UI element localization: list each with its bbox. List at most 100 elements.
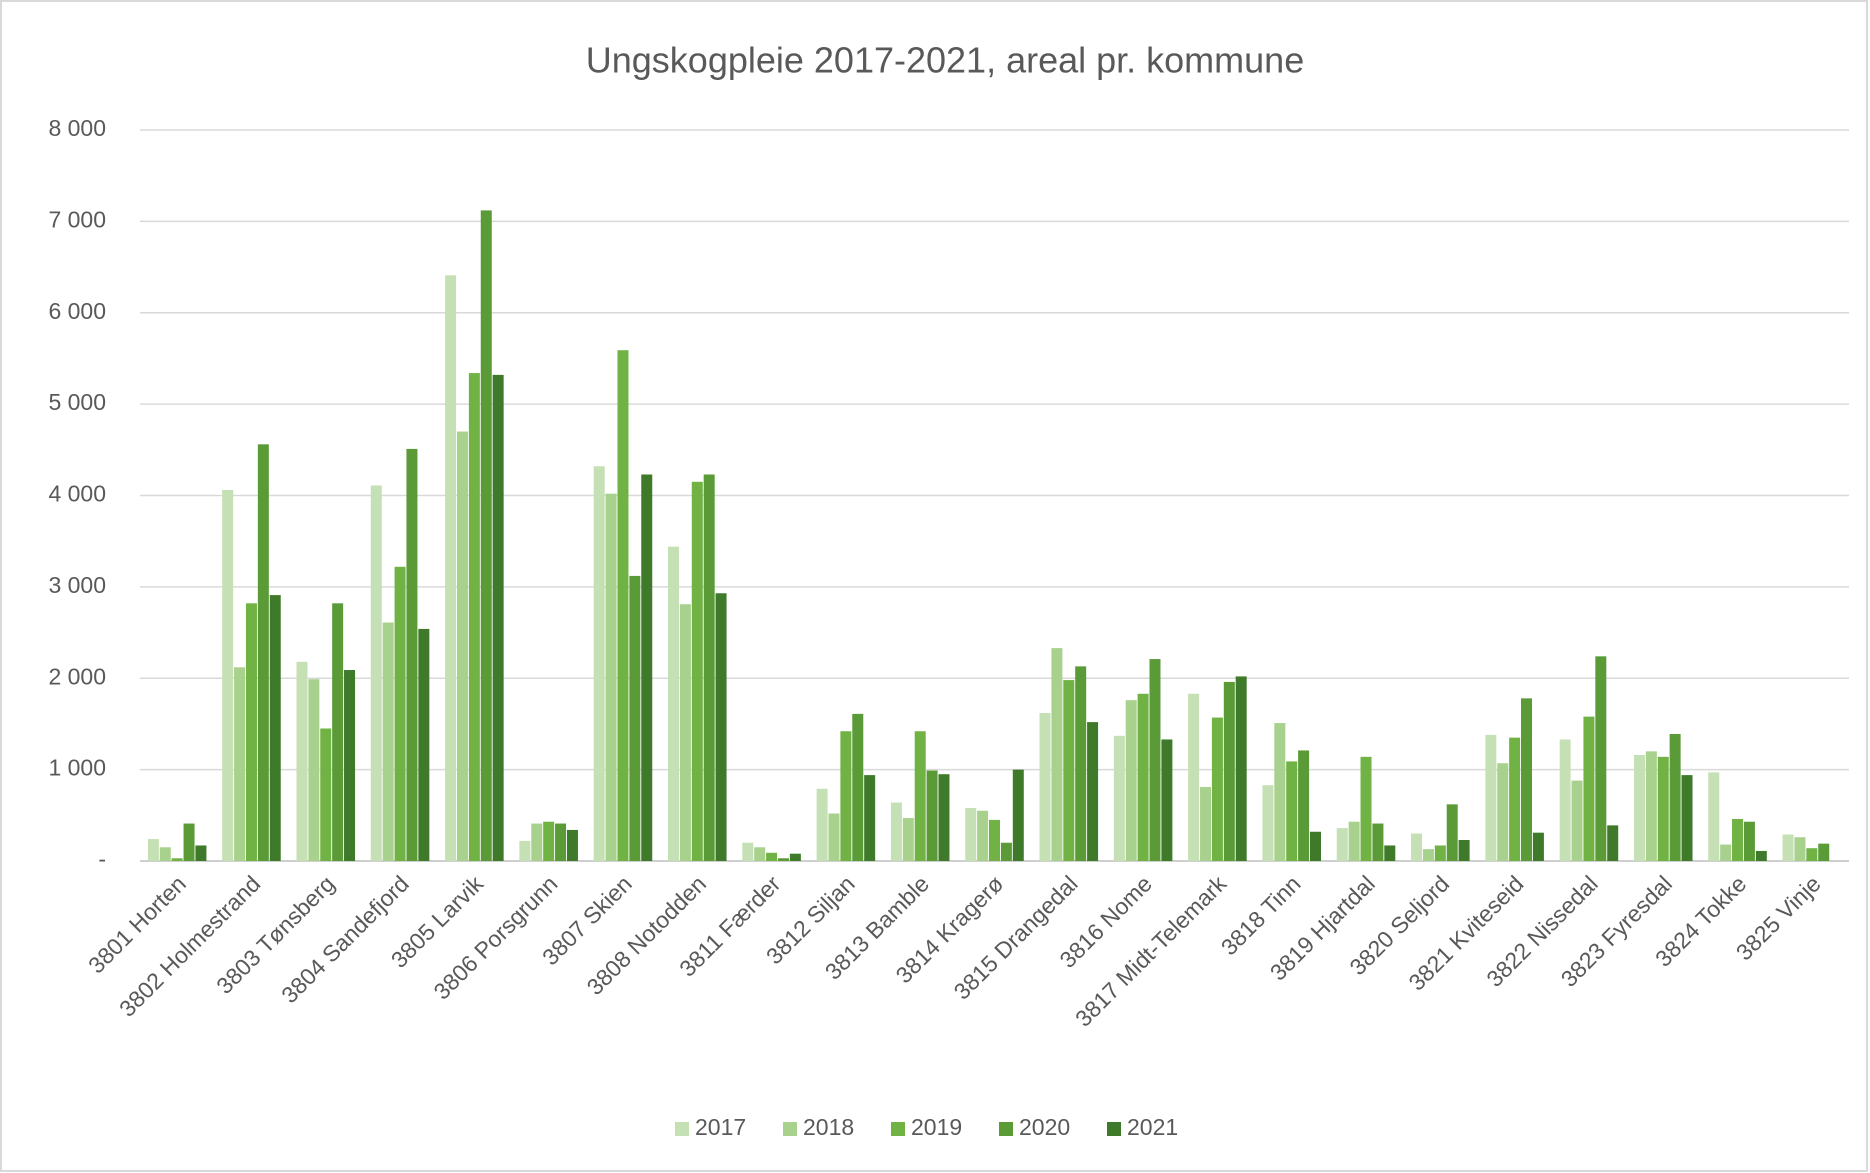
bar: [1137, 693, 1149, 861]
bar: [617, 350, 629, 861]
bar: [864, 775, 876, 861]
bar: [195, 845, 207, 861]
bar: [468, 373, 480, 861]
bar: [543, 821, 555, 861]
bar: [456, 431, 468, 861]
bar: [147, 839, 159, 861]
bar: [715, 593, 727, 861]
y-tick-label: 7 000: [48, 206, 106, 232]
bar: [1063, 680, 1075, 861]
bar: [555, 823, 567, 861]
bar: [344, 670, 356, 861]
bar: [1087, 722, 1099, 861]
bar: [1708, 772, 1720, 861]
bar: [902, 818, 914, 861]
bar: [1521, 698, 1533, 861]
bar: [989, 819, 1000, 861]
bar: [742, 842, 754, 861]
y-tick-label: 1 000: [48, 755, 106, 781]
bar: [171, 858, 183, 861]
bar: [1051, 648, 1063, 861]
y-tick-label: 3 000: [48, 572, 106, 598]
bar: [418, 628, 430, 861]
bar: [1309, 831, 1321, 861]
bar: [308, 679, 320, 861]
legend-label: 2017: [695, 1114, 746, 1140]
bar: [1532, 832, 1544, 861]
bar: [445, 275, 457, 861]
bar: [914, 731, 926, 861]
y-tick-label: 5 000: [48, 389, 106, 415]
y-tick-label: 8 000: [48, 115, 106, 141]
bar: [1372, 823, 1384, 861]
bar: [1434, 845, 1446, 861]
bar: [1075, 666, 1087, 861]
legend-label: 2020: [1019, 1114, 1070, 1140]
bar: [245, 603, 257, 861]
bar: [1188, 693, 1200, 861]
bar: [332, 603, 344, 861]
bar: [370, 485, 382, 861]
legend-label: 2019: [911, 1114, 962, 1140]
bar: [1039, 712, 1051, 861]
bar: [1411, 833, 1423, 861]
bar: [1794, 837, 1806, 861]
bar: [1149, 659, 1161, 861]
bar: [1286, 761, 1298, 861]
bar: [1559, 739, 1571, 861]
y-tick-label: 6 000: [48, 298, 106, 324]
legend-swatch: [675, 1122, 689, 1136]
bar: [1755, 850, 1767, 861]
bar: [605, 493, 617, 861]
bar: [480, 210, 492, 861]
bar: [406, 448, 418, 861]
bar: [629, 575, 641, 861]
bar: [926, 770, 938, 861]
legend-swatch: [891, 1122, 905, 1136]
bar: [1298, 750, 1310, 861]
bar: [257, 444, 269, 861]
bar: [766, 852, 778, 861]
bar: [1806, 848, 1818, 861]
bar: [1262, 785, 1274, 861]
bar: [593, 466, 605, 861]
bar: [1200, 786, 1212, 861]
bar: [1681, 775, 1693, 861]
bar: [977, 810, 989, 861]
bar: [1446, 804, 1458, 861]
bar: [1669, 733, 1681, 861]
legend-label: 2018: [803, 1114, 854, 1140]
bar: [1818, 843, 1830, 861]
bar: [222, 490, 234, 861]
bar: [679, 604, 691, 861]
bar: [1223, 681, 1235, 861]
bar: [566, 829, 578, 861]
y-tick-label: -: [98, 846, 106, 872]
bar: [754, 847, 766, 861]
bar: [1360, 756, 1372, 861]
bar: [183, 823, 195, 861]
bar: [382, 622, 394, 861]
bar: [1485, 734, 1497, 861]
bar: [890, 802, 902, 861]
bar: [1384, 845, 1396, 861]
bar: [1782, 834, 1794, 861]
bar: [668, 546, 680, 861]
bar: [492, 374, 504, 861]
bar: [1422, 849, 1434, 861]
legend-label: 2021: [1127, 1114, 1178, 1140]
bar: [828, 813, 840, 861]
bar: [1509, 737, 1521, 861]
legend-swatch: [783, 1122, 797, 1136]
bar: [1274, 723, 1286, 861]
bar: [1113, 735, 1125, 861]
bar: [1161, 739, 1173, 861]
bar: [1732, 818, 1744, 861]
bar: [1645, 751, 1657, 861]
bar: [296, 661, 308, 861]
bar: [852, 713, 864, 861]
bar: [938, 774, 950, 861]
bar: [1595, 656, 1607, 861]
bar: [1607, 825, 1619, 861]
